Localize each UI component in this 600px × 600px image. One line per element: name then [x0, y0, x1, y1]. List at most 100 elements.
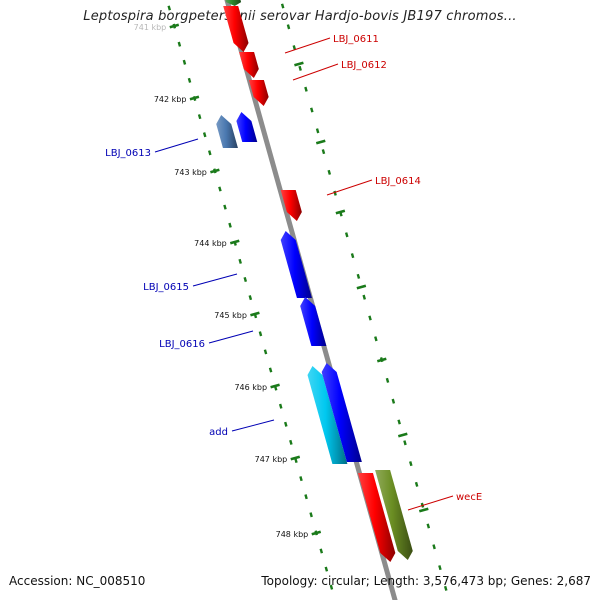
tick-mark	[321, 149, 326, 155]
scale-label: 741 kbp	[134, 23, 167, 32]
tick-mark	[403, 440, 407, 446]
tick-mark	[350, 253, 355, 259]
major-tick	[229, 239, 240, 245]
tick-mark	[327, 169, 332, 175]
tick-mark	[187, 77, 192, 83]
tick-mark	[238, 258, 242, 264]
tick-mark	[344, 232, 349, 238]
tick-mark	[304, 86, 308, 92]
tick-mark	[292, 45, 297, 51]
major-tick	[250, 311, 260, 317]
map-title: Leptospira borgpetersenii serovar Hardjo…	[83, 9, 517, 24]
tick-mark	[432, 544, 436, 550]
tick-mark	[268, 367, 273, 373]
tick-mark	[263, 349, 268, 355]
scale-label: 743 kbp	[174, 168, 207, 177]
tick-mark	[278, 403, 283, 409]
tick-mark	[258, 331, 263, 337]
gene-lbj0611[interactable]	[223, 6, 249, 52]
gene-blue-near-0613[interactable]	[236, 112, 258, 142]
gene-unlabeled-red[interactable]	[248, 80, 269, 106]
scale-label: 747 kbp	[255, 455, 288, 464]
tick-mark	[414, 481, 419, 487]
gene-label[interactable]: LBJ_0612	[341, 60, 387, 71]
gene-label[interactable]: LBJ_0616	[159, 339, 205, 350]
major-tick	[189, 95, 200, 101]
tick-mark	[218, 186, 222, 192]
major-tick	[294, 61, 304, 67]
tick-mark	[309, 512, 313, 518]
tick-mark	[310, 107, 314, 113]
tick-mark	[443, 585, 448, 591]
gene-label[interactable]: add	[209, 427, 228, 438]
accession-text: Accession: NC_008510	[9, 574, 146, 588]
tick-mark	[397, 419, 401, 425]
major-tick	[397, 432, 408, 438]
tick-mark	[426, 523, 431, 529]
major-tick	[311, 530, 322, 536]
tick-mark	[324, 566, 329, 572]
callout-line	[407, 495, 454, 511]
tick-mark	[438, 565, 442, 571]
major-tick	[210, 168, 220, 174]
tick-mark	[368, 315, 372, 321]
tick-mark	[385, 377, 390, 383]
tick-mark	[298, 65, 302, 71]
gene-red-lower[interactable]	[357, 473, 396, 562]
tick-mark	[391, 398, 396, 404]
tick-mark	[304, 494, 308, 500]
callout-line	[154, 138, 199, 153]
major-tick	[356, 284, 367, 290]
gene-label[interactable]: LBJ_0611	[333, 34, 379, 45]
major-tick	[376, 357, 387, 363]
gene-label[interactable]: LBJ_0615	[143, 282, 189, 293]
scale-label: 745 kbp	[214, 311, 247, 320]
gene-top-green[interactable]	[224, 0, 242, 6]
tick-mark	[329, 584, 334, 590]
major-tick	[315, 139, 326, 145]
scale-label: 744 kbp	[194, 239, 227, 248]
tick-mark	[208, 150, 212, 156]
tick-mark	[409, 461, 413, 467]
tick-mark	[319, 548, 324, 554]
genome-summary-text: Topology: circular; Length: 3,576,473 bp…	[261, 574, 591, 588]
tick-mark	[315, 128, 320, 134]
callout-line	[292, 63, 339, 81]
major-tick	[169, 23, 180, 29]
tick-mark	[248, 295, 253, 301]
scale-label: 742 kbp	[154, 95, 187, 104]
tick-mark	[289, 439, 293, 445]
tick-mark	[228, 222, 232, 228]
gene-label[interactable]: wecE	[456, 492, 482, 503]
gene-label[interactable]: LBJ_0614	[375, 176, 421, 187]
gene-lbj0613[interactable]	[216, 115, 238, 148]
gene-lbj0616[interactable]	[300, 297, 327, 346]
major-tick	[270, 383, 280, 389]
gene-lbj0614[interactable]	[280, 190, 302, 221]
callout-line	[208, 330, 254, 344]
callout-line	[284, 37, 331, 54]
major-tick	[290, 455, 301, 461]
major-tick	[418, 507, 429, 513]
callout-line	[231, 419, 275, 432]
gene-lbj0612[interactable]	[239, 52, 259, 78]
tick-mark	[333, 190, 337, 196]
tick-mark	[356, 273, 361, 279]
gene-lbj0615[interactable]	[280, 231, 312, 298]
tick-mark	[182, 59, 187, 65]
gene-wecE[interactable]	[375, 470, 413, 560]
tick-mark	[167, 5, 172, 11]
tick-mark	[286, 24, 291, 30]
tick-mark	[374, 336, 378, 342]
tick-mark	[299, 476, 303, 482]
scale-label: 748 kbp	[276, 530, 309, 539]
tick-mark	[243, 276, 248, 283]
callout-line	[192, 273, 238, 287]
callout-line	[326, 179, 373, 196]
gene-add[interactable]	[307, 366, 348, 464]
tick-mark	[223, 204, 227, 210]
gene-blue-long[interactable]	[321, 363, 362, 462]
scale-label: 746 kbp	[234, 383, 267, 392]
tick-mark	[197, 114, 202, 120]
gene-label[interactable]: LBJ_0613	[105, 148, 151, 159]
